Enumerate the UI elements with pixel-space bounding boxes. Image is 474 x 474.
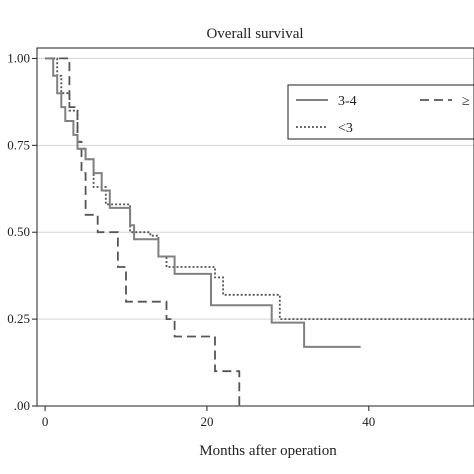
ticks-layer: .00 0.25 0.50 0.75 1.00 0 20 40: [7, 50, 375, 429]
series-line-3-4: [45, 57, 361, 348]
series-line-lt3: [45, 57, 474, 320]
x-tick-label: 20: [200, 414, 213, 429]
chart-title: Overall survival: [206, 26, 303, 42]
y-tick-label: 0.75: [7, 137, 30, 152]
y-tick-label: 0.25: [7, 311, 30, 326]
x-tick-label: 0: [42, 414, 49, 429]
legend-label: <3: [338, 121, 353, 136]
y-tick-label: 1.00: [7, 50, 30, 65]
x-axis-label: Months after operation: [199, 443, 337, 459]
plot-frame: [36, 47, 474, 407]
y-tick-label: 0.50: [7, 224, 30, 239]
legend-box: [287, 84, 474, 140]
legend-items: 3-4 <3 ≥: [296, 94, 470, 136]
series-line-gte: [45, 57, 241, 406]
legend: 3-4 <3 ≥: [287, 84, 474, 140]
y-tick-label: .00: [14, 398, 30, 413]
legend-label: ≥: [462, 94, 470, 109]
x-tick-label: 40: [362, 414, 375, 429]
legend-label: 3-4: [338, 94, 357, 109]
series-layer: [45, 57, 474, 406]
